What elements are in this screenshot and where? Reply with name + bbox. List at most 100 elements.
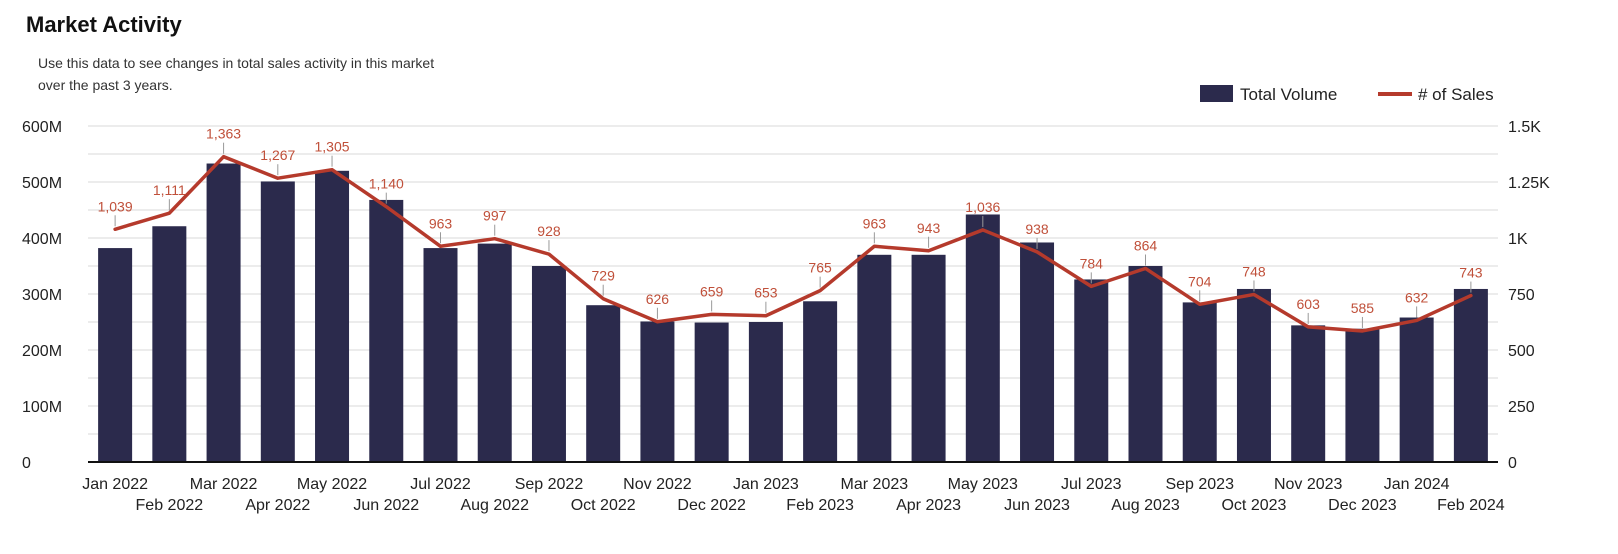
data-label: 626 — [646, 291, 670, 307]
bar — [857, 254, 892, 462]
bar — [1291, 325, 1326, 462]
bar — [911, 254, 946, 462]
data-label: 928 — [537, 223, 561, 239]
data-label: 704 — [1188, 273, 1212, 289]
data-labels: 1,039 1,111 1,363 1,267 1,305 1,140 963 997 928 7… — [98, 126, 1483, 328]
y-left-tick-label: 0 — [22, 455, 31, 472]
x-tick-label: Feb 2022 — [136, 497, 204, 514]
bar — [640, 321, 675, 462]
bar — [477, 243, 512, 462]
y-right-tick-label: 1K — [1508, 231, 1528, 248]
bar — [694, 322, 729, 462]
x-tick-label: Dec 2023 — [1328, 497, 1397, 514]
y-right-tick-label: 250 — [1508, 399, 1535, 416]
x-tick-label: Sep 2022 — [515, 476, 584, 493]
bar — [369, 199, 404, 463]
bar — [1345, 328, 1380, 462]
bar — [260, 181, 295, 462]
bar — [152, 226, 187, 462]
data-label: 943 — [917, 220, 941, 236]
data-label: 864 — [1134, 237, 1158, 253]
bar — [1236, 288, 1271, 462]
x-tick-label: Feb 2023 — [786, 497, 854, 514]
y-axis-ticks: 0 100M 200M 300M 400M 500M 600M 0 250 500 750 1K 1.2… — [22, 119, 1550, 472]
data-label: 765 — [808, 260, 832, 276]
x-tick-label: May 2023 — [948, 476, 1018, 493]
data-label: 1,363 — [206, 126, 241, 142]
bar — [206, 163, 241, 462]
legend-swatch-bar — [1200, 85, 1233, 102]
x-tick-label: Jun 2023 — [1004, 497, 1070, 514]
data-label: 1,111 — [153, 182, 186, 198]
bar — [531, 266, 566, 462]
x-tick-label: Mar 2023 — [841, 476, 909, 493]
data-label: 997 — [483, 208, 507, 224]
x-tick-label: Nov 2022 — [623, 476, 692, 493]
x-tick-label: Jan 2024 — [1384, 476, 1450, 493]
x-tick-label: Jul 2022 — [410, 476, 471, 493]
bar — [803, 301, 838, 462]
sales-line — [113, 154, 1473, 333]
legend-label: # of Sales — [1418, 85, 1494, 104]
x-tick-label: May 2022 — [297, 476, 367, 493]
data-label: 603 — [1297, 296, 1321, 312]
y-left-tick-label: 500M — [22, 175, 62, 192]
data-label: 653 — [754, 285, 778, 301]
data-label: 585 — [1351, 300, 1375, 316]
bar — [1074, 279, 1109, 462]
data-label: 748 — [1242, 263, 1266, 279]
data-label: 659 — [700, 283, 724, 299]
data-label: 784 — [1080, 255, 1104, 271]
x-tick-label: Oct 2022 — [571, 497, 636, 514]
grid-lines — [88, 125, 1498, 435]
y-right-tick-label: 1.25K — [1508, 175, 1550, 192]
data-label: 1,305 — [315, 139, 350, 155]
bar — [965, 214, 1000, 462]
bar — [1128, 266, 1163, 462]
y-right-tick-label: 1.5K — [1508, 119, 1541, 136]
x-tick-label: Aug 2022 — [460, 497, 529, 514]
bar — [315, 170, 350, 463]
x-tick-label: Mar 2022 — [190, 476, 258, 493]
bar — [1399, 317, 1434, 462]
x-tick-label: Apr 2023 — [896, 497, 961, 514]
legend: Total Volume # of Sales — [1200, 85, 1494, 104]
data-label: 743 — [1459, 265, 1483, 281]
x-tick-label: Nov 2023 — [1274, 476, 1343, 493]
x-tick-label: Sep 2023 — [1165, 476, 1234, 493]
bar-series — [98, 163, 1488, 463]
data-label: 1,140 — [369, 176, 404, 192]
y-right-tick-label: 0 — [1508, 455, 1517, 472]
data-label: 963 — [863, 215, 887, 231]
data-label: 729 — [592, 268, 616, 284]
x-tick-label: Apr 2022 — [245, 497, 310, 514]
y-right-tick-label: 500 — [1508, 343, 1535, 360]
y-right-tick-label: 750 — [1508, 287, 1535, 304]
x-axis-ticks: Jan 2022 Feb 2022 Mar 2022 Apr 2022 May 2022… — [82, 476, 1505, 514]
data-label: 1,039 — [98, 198, 133, 214]
y-left-tick-label: 600M — [22, 119, 62, 136]
x-tick-label: Feb 2024 — [1437, 497, 1505, 514]
x-tick-label: Oct 2023 — [1221, 497, 1286, 514]
bar — [586, 305, 621, 462]
y-left-tick-label: 400M — [22, 231, 62, 248]
x-tick-label: Jun 2022 — [353, 497, 419, 514]
data-label: 938 — [1025, 221, 1049, 237]
bar — [1020, 242, 1055, 462]
chart-subtitle: Use this data to see changes in total sa… — [38, 55, 435, 93]
bar — [1182, 302, 1217, 462]
y-left-tick-label: 100M — [22, 399, 62, 416]
bar — [748, 322, 783, 462]
x-tick-label: Jan 2022 — [82, 476, 148, 493]
y-left-tick-label: 200M — [22, 343, 62, 360]
chart-title: Market Activity — [26, 12, 182, 37]
bar — [1453, 288, 1488, 462]
x-tick-label: Aug 2023 — [1111, 497, 1180, 514]
data-label: 1,036 — [965, 199, 1000, 215]
line-series — [113, 154, 1473, 333]
bar — [98, 248, 133, 462]
bar — [423, 248, 458, 462]
x-tick-label: Jul 2023 — [1061, 476, 1122, 493]
data-label: 1,267 — [260, 147, 295, 163]
